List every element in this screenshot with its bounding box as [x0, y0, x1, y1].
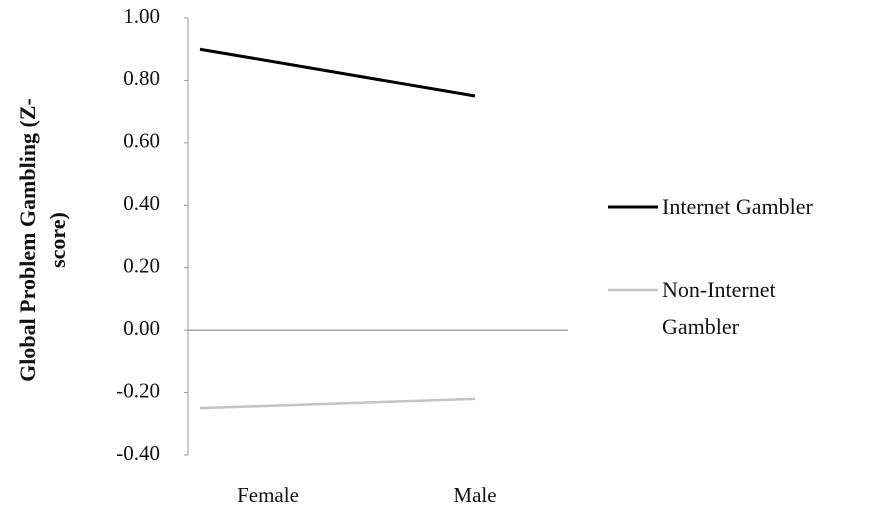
- y-tick-label: 0.80: [123, 66, 160, 90]
- y-tick-label: -0.40: [116, 441, 160, 465]
- y-tick-label: 0.00: [123, 316, 160, 340]
- legend-label: Non-Internet Gambler: [662, 277, 776, 339]
- y-tick-label: 1.00: [123, 4, 160, 28]
- series-line: [199, 397, 476, 410]
- x-tick-label: Female: [237, 483, 299, 507]
- y-tick-label: 0.60: [123, 129, 160, 153]
- legend-label: Internet Gambler: [662, 194, 813, 219]
- y-tick-label: -0.20: [116, 378, 160, 402]
- y-tick-label: 0.40: [123, 191, 160, 215]
- series-line: [199, 47, 476, 98]
- y-tick-label: 0.20: [123, 254, 160, 278]
- x-tick-label: Male: [453, 483, 496, 507]
- y-axis-title: Global Problem Gambling (Z-score): [15, 98, 70, 382]
